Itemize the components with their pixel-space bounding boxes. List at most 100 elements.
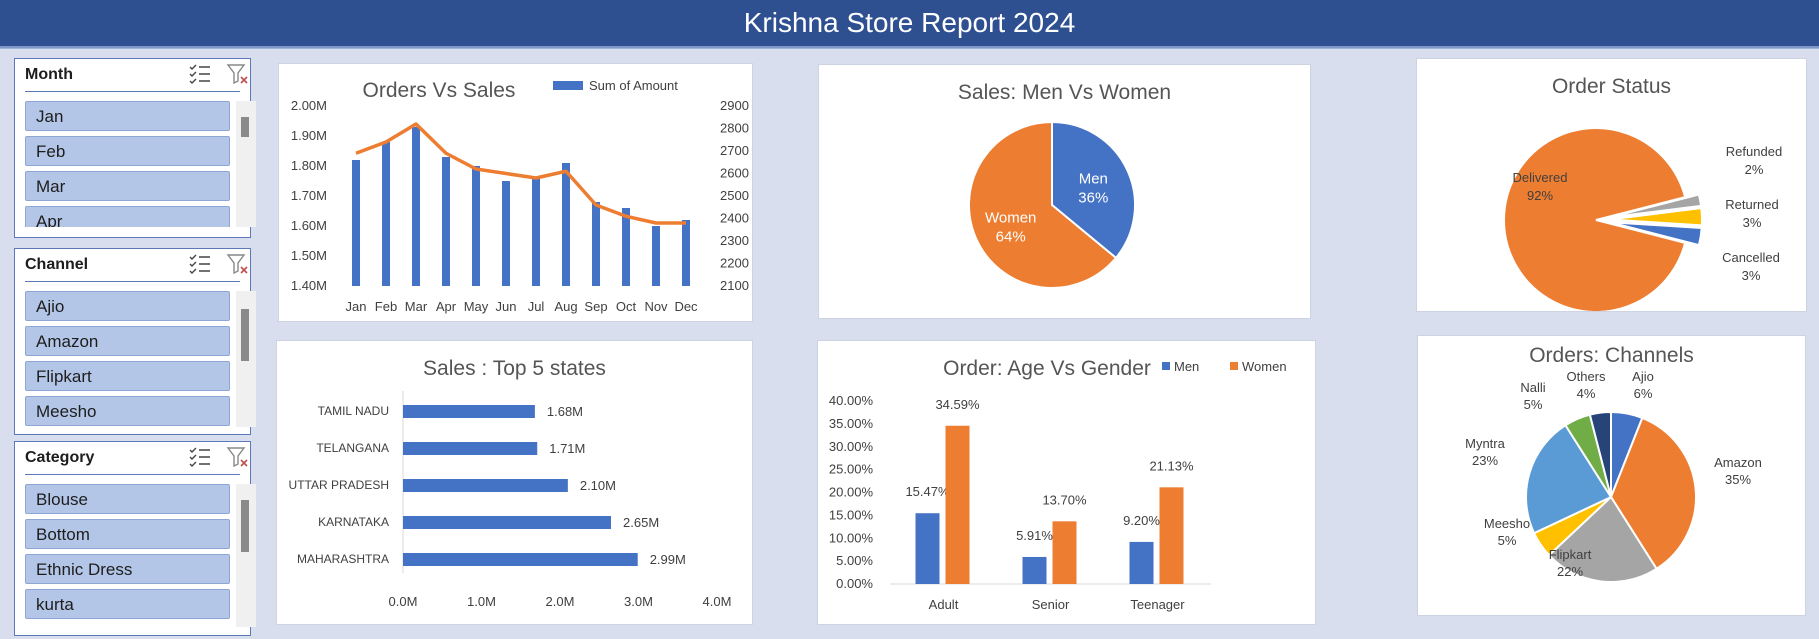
multi-select-icon[interactable] xyxy=(187,62,213,86)
top-states-chart[interactable]: Sales : Top 5 states TAMIL NADU 1.68M TELA… xyxy=(276,340,753,625)
x-tick-label: Oct xyxy=(616,299,637,314)
sales-bar xyxy=(622,208,630,286)
y-tick-label: 5.00% xyxy=(836,553,873,568)
state-label: TAMIL NADU xyxy=(318,404,389,418)
clear-filter-icon[interactable] xyxy=(226,62,250,86)
channel-slicer[interactable]: Channel Ajio Amazon Flipkart Meesho xyxy=(14,248,256,435)
clear-filter-icon[interactable] xyxy=(226,252,250,276)
y-tick-label: 40.00% xyxy=(829,393,874,408)
sales-bar xyxy=(442,157,450,286)
category-slicer[interactable]: Category Blouse Bottom Ethnic Dress kurt… xyxy=(14,441,256,636)
orders-channels-chart[interactable]: Orders: Channels Ajio 6% Amazon 35% Flipkart… xyxy=(1417,335,1806,616)
chart-title: Sales : Top 5 states xyxy=(423,357,606,380)
x-tick-label: Nov xyxy=(644,299,668,314)
slicer-item-jan[interactable]: Jan xyxy=(25,101,230,131)
month-slicer[interactable]: Month Jan Feb Mar Apr xyxy=(14,58,256,238)
scrollbar-thumb[interactable] xyxy=(241,500,249,552)
chart-title: Orders: Channels xyxy=(1529,344,1694,367)
slicer-item-amazon[interactable]: Amazon xyxy=(25,326,230,356)
y-tick-label: 25.00% xyxy=(829,462,874,477)
men-women-pie: Men 36% Women 64% xyxy=(968,120,1136,289)
slicer-scrollbar[interactable] xyxy=(236,101,256,227)
bar-value-label: 2.10M xyxy=(580,478,616,493)
sales-bar xyxy=(682,220,690,286)
state-bar xyxy=(403,516,612,529)
pie-slice-women xyxy=(968,120,1118,289)
x-tick-label: Teenager xyxy=(1130,597,1185,612)
legend-swatch xyxy=(1230,362,1238,370)
slicer-item-flipkart[interactable]: Flipkart xyxy=(25,361,230,391)
slicer-item-ethnic-dress[interactable]: Ethnic Dress xyxy=(25,554,230,584)
orders-vs-sales-chart[interactable]: Orders Vs Sales 2.00M 1.90M 1.80M 1.70M 1.60… xyxy=(278,63,753,322)
y-tick-label: 1.80M xyxy=(291,158,327,173)
slicer-scrollbar[interactable] xyxy=(236,291,256,427)
order-status-pie: Delivered 92% Refunded 2% Returned 3% Cancelle… xyxy=(1503,127,1782,311)
scrollbar-thumb[interactable] xyxy=(241,309,249,361)
slicer-item-kurta[interactable]: kurta xyxy=(25,589,230,619)
y-tick-label: 20.00% xyxy=(829,485,874,500)
x-tick-label: Mar xyxy=(405,299,428,314)
y-tick-label: 10.00% xyxy=(829,530,874,545)
sales-bar xyxy=(382,142,390,286)
bar-value-label: 13.70% xyxy=(1042,492,1087,507)
slicer-scrollbar[interactable] xyxy=(236,484,256,627)
state-label: MAHARASHTRA xyxy=(297,552,389,566)
multi-select-icon[interactable] xyxy=(187,252,213,276)
chart-title: Orders Vs Sales xyxy=(362,79,516,102)
bar-women xyxy=(945,425,970,584)
x-tick-label: 0.0M xyxy=(389,594,418,609)
y-tick-label: 1.50M xyxy=(291,248,327,263)
slice-category-label: Men xyxy=(1079,171,1108,188)
slicer-item-meesho[interactable]: Meesho xyxy=(25,396,230,426)
state-bar xyxy=(403,405,535,418)
y-tick-label: 35.00% xyxy=(829,416,874,431)
y2-tick-label: 2200 xyxy=(720,256,749,271)
scrollbar-thumb[interactable] xyxy=(241,117,249,137)
slicer-item-blouse[interactable]: Blouse xyxy=(25,484,230,514)
x-tick-label: 3.0M xyxy=(624,594,653,609)
slicer-item-mar[interactable]: Mar xyxy=(25,171,230,201)
x-tick-label: Feb xyxy=(375,299,397,314)
pie-slice-men xyxy=(1051,120,1136,260)
y2-tick-label: 2800 xyxy=(720,121,749,136)
sales-men-vs-women-chart[interactable]: Sales: Men Vs Women Men 36% Women 64% xyxy=(818,64,1311,319)
age-gender-bars: 40.00% 35.00% 30.00% 25.00% 20.00% 15.00% 10.0… xyxy=(829,359,1287,612)
chart-title: Sales: Men Vs Women xyxy=(957,81,1172,104)
y2-tick-label: 2900 xyxy=(720,98,749,113)
bar-value-label: 5.91% xyxy=(1016,528,1053,543)
y2-tick-label: 2300 xyxy=(720,233,749,248)
state-label: TELANGANA xyxy=(316,441,389,455)
slicer-item-bottom[interactable]: Bottom xyxy=(25,519,230,549)
slice-percent-label: 22% xyxy=(1557,564,1583,579)
slice-percent-label: 5% xyxy=(1524,397,1543,412)
slicer-items: Blouse Bottom Ethnic Dress kurta xyxy=(25,484,230,627)
y-tick-label: 1.90M xyxy=(291,128,327,143)
slicer-item-ajio[interactable]: Ajio xyxy=(25,291,230,321)
slicer-items: Ajio Amazon Flipkart Meesho xyxy=(25,291,230,427)
bar-value-label: 21.13% xyxy=(1149,458,1194,473)
chart-title: Order Status xyxy=(1551,75,1672,98)
slice-category-label: Nalli xyxy=(1520,380,1545,395)
bar-value-label: 1.68M xyxy=(547,404,583,419)
pie-slice-myntra xyxy=(1525,423,1613,535)
bar-men xyxy=(915,513,940,584)
order-status-chart[interactable]: Order Status Delivered 92% Refunded 2% Retur… xyxy=(1416,58,1807,312)
x-tick-label: Jul xyxy=(528,299,545,314)
slicer-header: Channel xyxy=(25,249,248,282)
slicer-item-apr[interactable]: Apr xyxy=(25,206,230,227)
pie-slice-cancelled xyxy=(1609,221,1703,247)
slice-category-label: Myntra xyxy=(1465,436,1506,451)
clear-filter-icon[interactable] xyxy=(226,445,250,469)
age-vs-gender-chart[interactable]: Order: Age Vs Gender 40.00% 35.00% 30.00% 2… xyxy=(817,340,1316,625)
sales-bar xyxy=(502,181,510,286)
y2-tick-label: 2700 xyxy=(720,143,749,158)
slice-percent-label: 92% xyxy=(1527,188,1553,203)
legend-swatch xyxy=(1162,362,1170,370)
sales-bar xyxy=(412,127,420,286)
slicer-item-feb[interactable]: Feb xyxy=(25,136,230,166)
slicer-title: Channel xyxy=(25,256,89,273)
x-tick-label: Jan xyxy=(346,299,367,314)
multi-select-icon[interactable] xyxy=(187,445,213,469)
channels-pie: Ajio 6% Amazon 35% Flipkart 22% Meesho 5% Myntra… xyxy=(1465,369,1762,583)
report-title: Krishna Store Report 2024 xyxy=(743,7,1076,38)
